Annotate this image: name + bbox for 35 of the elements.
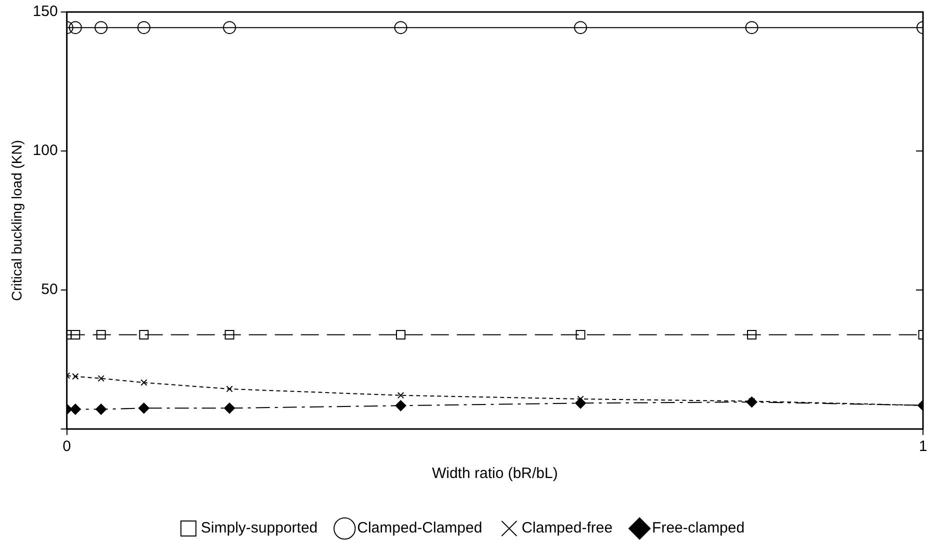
y-tick-label: 50: [41, 281, 58, 298]
point: [223, 21, 236, 34]
point: [138, 402, 150, 414]
point: [72, 373, 79, 380]
point: [224, 330, 234, 340]
point: [140, 379, 148, 386]
point: [747, 330, 757, 340]
point: [98, 375, 104, 382]
point: [224, 402, 235, 414]
x-tick-label: 0: [62, 438, 71, 456]
y-tick-label: 100: [32, 142, 58, 160]
point: [96, 330, 106, 340]
point: [574, 21, 588, 34]
point: [94, 21, 108, 34]
x-axis-title: Width ratio (bR/bL): [432, 465, 558, 482]
point: [576, 330, 586, 340]
legend-label: Free-clamped: [652, 520, 745, 537]
point: [397, 392, 404, 399]
legend-label: Clamped-Clamped: [357, 520, 482, 537]
y-tick-label: 150: [32, 3, 58, 20]
point: [226, 386, 233, 392]
point: [96, 404, 107, 415]
point: [394, 21, 408, 34]
point: [70, 330, 80, 340]
point: [396, 330, 406, 340]
point: [137, 21, 150, 34]
point: [68, 21, 82, 34]
point: [395, 400, 406, 412]
x-tick-label: 1: [918, 438, 928, 456]
point: [139, 330, 149, 340]
legend-label: Simply-supported: [200, 520, 318, 537]
point: [745, 21, 758, 34]
y-axis-title: Critical buckling load (KN): [8, 140, 24, 302]
legend-label: Clamped-free: [522, 520, 613, 537]
point: [70, 404, 81, 415]
